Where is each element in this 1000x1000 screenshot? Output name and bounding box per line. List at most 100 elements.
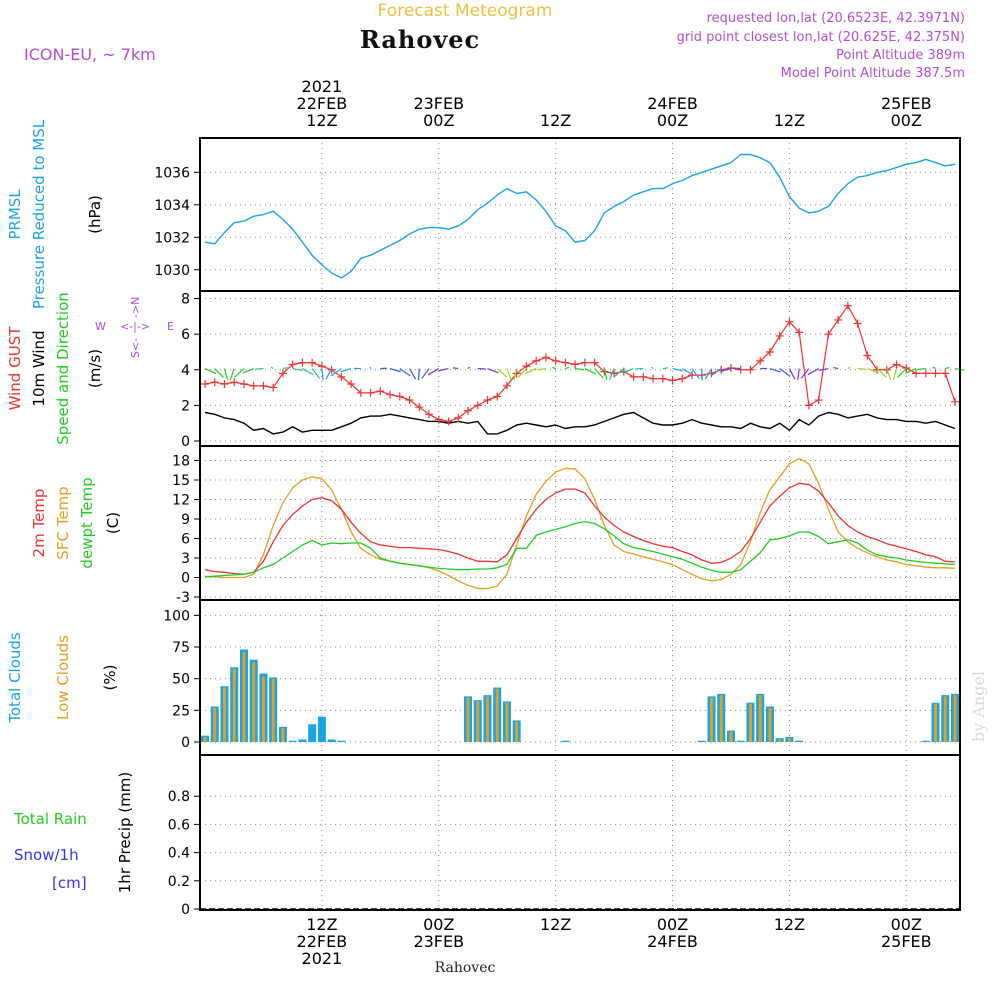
gust-marker [405, 396, 414, 405]
ytick-label-temp: -3 [176, 590, 190, 606]
ylabel-temp: 2m Temp [30, 489, 48, 558]
top-time-label: 12Z [540, 111, 571, 130]
ytick-label-temp: 6 [181, 532, 190, 548]
gust-marker [249, 381, 258, 390]
low-cloud-bar [768, 707, 772, 742]
footer-location: Rahovec [435, 960, 496, 976]
total-cloud-bar [308, 724, 317, 742]
gust-marker [415, 403, 424, 412]
gust-marker [541, 353, 550, 362]
ytick-label-clouds: 100 [163, 608, 190, 624]
app-title: Forecast Meteogram [378, 1, 553, 21]
low-cloud-bar [203, 736, 207, 742]
gust-marker [347, 380, 356, 389]
compass-east: E [167, 320, 174, 333]
wind-direction-arrow [340, 367, 352, 373]
panel-frame-precip [199, 754, 961, 911]
low-cloud-bar [943, 696, 947, 742]
ylabel-group-wind: 10m Wind [30, 330, 48, 406]
ylabel-precip: 1hr Precip (mm) [116, 772, 134, 893]
wind-direction-arrow [427, 368, 440, 376]
gust-marker [502, 381, 511, 390]
gust-marker [454, 413, 463, 422]
wind-direction-arrow [389, 367, 401, 373]
gust-marker [580, 358, 589, 367]
wind-direction-arrow [234, 368, 245, 378]
wind-direction-arrow [769, 367, 781, 373]
top-time-label: 24FEB [647, 94, 698, 113]
wind-direction-arrow [797, 368, 800, 381]
ytick-label-temp: 15 [172, 473, 190, 489]
wind-speed-line [204, 411, 956, 435]
gust-marker [493, 392, 502, 401]
wind-direction-arrow [282, 367, 288, 370]
top-time-label: 00Z [891, 111, 922, 130]
wind-direction-arrow [779, 368, 791, 377]
low-cloud-bar [252, 662, 256, 742]
gust-marker [590, 358, 599, 367]
wind-direction-arrow [292, 367, 303, 372]
wind-direction-arrow [552, 366, 556, 370]
ylabel-group-clouds: Total Clouds [6, 632, 24, 724]
top-time-label: 23FEB [413, 94, 464, 113]
gust-marker [551, 356, 560, 365]
total-cloud-bar [288, 740, 297, 742]
wind-direction-arrow [302, 368, 314, 376]
gust-marker [269, 383, 278, 392]
total-cloud-bar [795, 740, 804, 742]
wind-direction-arrow [886, 368, 892, 380]
wind-direction-arrow [662, 367, 669, 370]
ytick-label-clouds: 0 [181, 735, 190, 751]
ytick-label-precip: 0.4 [168, 846, 190, 862]
total-cloud-bar [298, 739, 307, 742]
wind-direction-arrow [214, 368, 224, 378]
wind-direction-arrow [896, 368, 907, 378]
ytick-label-pressure: 1036 [154, 165, 190, 181]
panel-frame-wind [199, 290, 961, 447]
gust-marker [201, 380, 209, 389]
top-time-label: 25FEB [881, 94, 932, 113]
gust-marker [668, 376, 677, 385]
wind-direction-arrow [242, 368, 254, 374]
ylabel-group-precip: 1hr Precip (mm) [116, 772, 134, 893]
gust-marker [298, 358, 307, 367]
wind-direction-arrow [421, 368, 430, 379]
low-cloud-bar [934, 704, 938, 742]
wind-direction-arrow [575, 367, 585, 371]
wind-direction-arrow [904, 368, 917, 374]
wind-direction-arrow [438, 367, 449, 372]
ytick-label-wind: 8 [181, 292, 190, 308]
ylabel-temp: SFC Temp [54, 486, 72, 559]
bottom-time-label: 24FEB [647, 932, 698, 951]
top-time-label: 12Z [306, 111, 337, 130]
gust-marker [210, 378, 219, 387]
ytick-label-precip: 0 [181, 902, 190, 918]
gust-marker [775, 331, 784, 340]
wind-direction-arrow [496, 368, 508, 378]
wind-direction-arrow [506, 368, 512, 380]
ylabel-group-wind: Wind GUST [6, 326, 24, 411]
wind-direction-arrow [311, 368, 321, 379]
ytick-label-clouds: 25 [172, 703, 190, 719]
wind-direction-arrow [467, 366, 471, 370]
ylabel-temp: (C) [104, 512, 122, 534]
wind-direction-arrow [452, 367, 459, 370]
wind-direction-arrow [517, 368, 527, 379]
total-cloud-bar [317, 716, 326, 742]
gust-marker [649, 374, 658, 383]
bottom-time-label: 25FEB [881, 932, 932, 951]
wind-direction-arrow [876, 368, 887, 378]
ytick-label-temp: 18 [172, 454, 190, 470]
gust-marker [473, 401, 482, 410]
compass-ew-arrows: <-|-> [120, 320, 150, 333]
ylabel-group-temp: dewpt Temp [78, 477, 96, 568]
wind-direction-arrow [672, 367, 683, 372]
ylabel-group-temp: SFC Temp [54, 486, 72, 559]
ylabel-group-pressure: PRMSL [6, 189, 24, 240]
wind-direction-arrow [536, 367, 546, 371]
wind-direction-arrow [720, 367, 732, 373]
gust-marker [834, 315, 843, 324]
gust-marker [220, 380, 229, 389]
low-cloud-bar [758, 695, 762, 742]
gust-marker [941, 369, 950, 378]
